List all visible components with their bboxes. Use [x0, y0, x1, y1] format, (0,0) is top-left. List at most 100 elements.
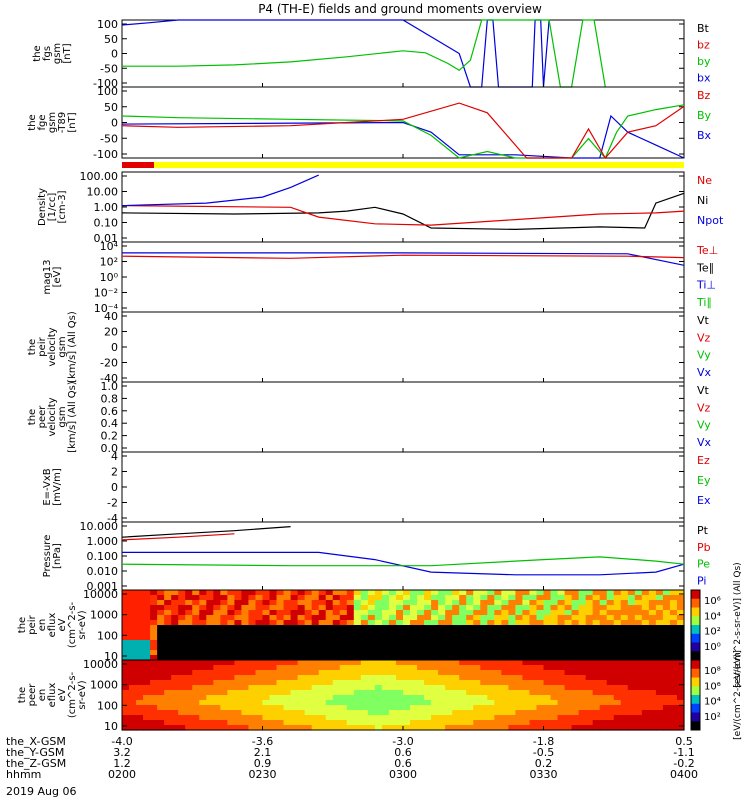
- spectrogram-cell: [655, 605, 664, 611]
- spectrogram-cell: [374, 710, 383, 716]
- spectrogram-cell: [480, 700, 488, 706]
- spectrogram-cell: [227, 670, 235, 676]
- spectrogram-cell: [248, 640, 257, 646]
- spectrogram-cell: [171, 665, 179, 671]
- spectrogram-cell: [452, 675, 460, 681]
- spectrogram-cell: [192, 670, 200, 676]
- spectrogram-cell: [424, 700, 432, 706]
- spectrogram-cell: [515, 710, 524, 716]
- spectrogram-cell: [410, 630, 418, 636]
- spectrogram-cell: [550, 690, 559, 696]
- spectrogram-cell: [634, 705, 643, 711]
- spectrogram-cell: [431, 690, 439, 696]
- spectrogram-cell: [557, 595, 566, 601]
- spectrogram-cell: [515, 610, 524, 616]
- spectrogram-cell: [529, 705, 538, 711]
- spectrogram-cell: [487, 635, 495, 641]
- spectrogram-cell: [669, 675, 678, 681]
- spectrogram-cell: [262, 610, 271, 616]
- spectrogram-cell: [276, 725, 285, 731]
- spectrogram-cell: [662, 695, 671, 701]
- spectrogram-cell: [199, 625, 207, 631]
- spectrogram-cell: [164, 725, 172, 731]
- spectrogram-cell: [290, 690, 299, 696]
- y-axis-label: sr-eV): [77, 610, 88, 639]
- spectrogram-cell: [641, 690, 650, 696]
- spectrogram-cell: [627, 615, 636, 621]
- spectrogram-cell: [473, 640, 481, 646]
- spectrogram-cell: [522, 725, 531, 731]
- spectrogram-cell: [318, 715, 327, 721]
- spectrogram-cell: [410, 640, 418, 646]
- spectrogram-cell: [318, 635, 327, 641]
- spectrogram-cell: [171, 625, 179, 631]
- spectrogram-cell: [157, 610, 165, 616]
- spectrogram-cell: [508, 650, 516, 656]
- spectrogram-cell: [438, 605, 446, 611]
- spectrogram-cell: [564, 600, 573, 606]
- spectrogram-cell: [417, 595, 425, 601]
- spectrogram-cell: [332, 645, 341, 651]
- spectrogram-cell: [676, 655, 685, 661]
- spectrogram-cell: [164, 715, 172, 721]
- spectrogram-cell: [620, 600, 629, 606]
- spectrogram-cell: [213, 610, 221, 616]
- spectrogram-cell: [353, 625, 362, 631]
- spectrogram-cell: [578, 695, 587, 701]
- spectrogram-cell: [592, 610, 601, 616]
- spectrogram-cell: [578, 675, 587, 681]
- spectrogram-cell: [129, 650, 137, 656]
- y-tick-label: 10: [104, 650, 118, 663]
- spectrogram-cell: [318, 680, 327, 686]
- spectrogram-cell: [466, 610, 474, 616]
- spectrogram-cell: [283, 600, 292, 606]
- spectrogram-cell: [381, 620, 390, 626]
- y-axis-label: sr-eV): [77, 680, 88, 709]
- spectrogram-cell: [318, 615, 327, 621]
- spectrogram-cell: [606, 685, 615, 691]
- spectrogram-cell: [325, 625, 334, 631]
- spectrogram-cell: [410, 710, 418, 716]
- spectrogram-cell: [332, 720, 341, 726]
- spectrogram-cell: [136, 655, 144, 661]
- spectrogram-cell: [150, 590, 158, 596]
- spectrogram-cell: [143, 700, 151, 706]
- spectrogram-cell: [185, 640, 193, 646]
- spectrogram-cell: [417, 690, 425, 696]
- spectrogram-cell: [662, 605, 671, 611]
- spectrogram-cell: [431, 710, 439, 716]
- spectrogram-cell: [466, 660, 474, 666]
- spectrogram-cell: [220, 625, 228, 631]
- spectrogram-cell: [634, 715, 643, 721]
- spectrogram-cell: [374, 640, 383, 646]
- spectrogram-cell: [353, 590, 362, 596]
- spectrogram-cell: [199, 680, 207, 686]
- spectrogram-cell: [136, 625, 144, 631]
- spectrogram-cell: [192, 600, 200, 606]
- spectrogram-cell: [431, 685, 439, 691]
- spectrogram-cell: [459, 645, 467, 651]
- y-tick-label: 0.01: [94, 232, 119, 245]
- spectrogram-cell: [641, 715, 650, 721]
- y-axis-label: [mV/m]: [52, 468, 63, 506]
- spectrogram-cell: [655, 725, 664, 731]
- spectrogram-cell: [508, 695, 516, 701]
- spectrogram-cell: [431, 630, 439, 636]
- spectrogram-cell: [206, 705, 214, 711]
- spectrogram-cell: [150, 700, 158, 706]
- spectrogram-cell: [276, 690, 285, 696]
- spectrogram-cell: [564, 720, 573, 726]
- spectrogram-cell: [473, 660, 481, 666]
- spectrogram-cell: [318, 670, 327, 676]
- spectrogram-cell: [536, 665, 545, 671]
- spectrogram-cell: [620, 620, 629, 626]
- spectrogram-cell: [620, 685, 629, 691]
- spectrogram-cell: [550, 620, 559, 626]
- spectrogram-cell: [543, 590, 552, 596]
- series-Ni: [121, 192, 685, 231]
- spectrogram-cell: [536, 675, 545, 681]
- spectrogram-cell: [269, 720, 278, 726]
- spectrogram-cell: [431, 620, 439, 626]
- spectrogram-cell: [438, 685, 446, 691]
- spectrogram-cell: [515, 720, 524, 726]
